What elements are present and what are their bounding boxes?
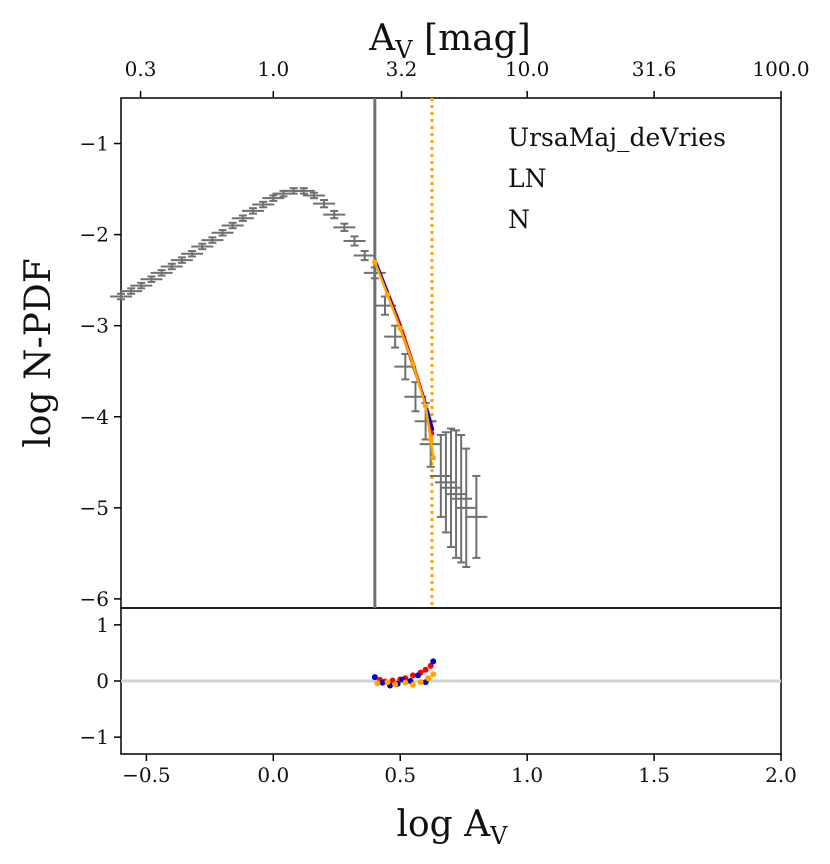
- top-tick-label: 31.6: [632, 57, 677, 81]
- errorbar-point: [302, 191, 325, 200]
- orange-data-point: [410, 361, 416, 367]
- errorbar-point: [140, 275, 163, 283]
- residual-point: [417, 679, 424, 686]
- errorbar-point: [445, 429, 468, 559]
- residual-point: [409, 672, 416, 679]
- errorbar-point: [231, 214, 254, 222]
- errorbar-point: [170, 256, 193, 264]
- orange-data-point: [422, 403, 429, 409]
- residual-point: [384, 679, 391, 686]
- residual-point: [425, 675, 432, 682]
- x-axis-title: log AV: [396, 804, 508, 850]
- residual-point: [415, 672, 421, 679]
- series-line-orange-data: [373, 261, 435, 458]
- errorbar-point: [201, 236, 224, 244]
- x-tick-label: 1.0: [511, 763, 543, 787]
- y-tick-label: −3: [80, 314, 109, 338]
- errorbar-point: [455, 447, 478, 569]
- residual-point: [402, 679, 409, 686]
- orange-data-point: [372, 259, 378, 265]
- errorbar-point: [242, 207, 264, 215]
- top-tick-label: 100.0: [752, 57, 809, 81]
- errorbar-point: [363, 266, 386, 280]
- errorbar-point: [434, 431, 457, 534]
- errorbar-point: [465, 474, 488, 559]
- x-tick-label: 0.5: [384, 763, 416, 787]
- y-tick-label: −5: [80, 496, 109, 520]
- errorbar-point: [221, 221, 244, 230]
- errorbar-point: [292, 187, 315, 195]
- errorbar-point: [130, 281, 153, 290]
- errorbar-point: [150, 269, 173, 277]
- residual-point: [374, 680, 381, 687]
- y-tick-label: −4: [80, 405, 109, 429]
- errorbar-point: [262, 194, 285, 202]
- orange-data-point: [384, 291, 391, 298]
- errorbar-point: [110, 292, 132, 301]
- residual-point: [430, 671, 437, 678]
- residual-point: [430, 658, 437, 665]
- x-tick-label: −0.5: [122, 763, 171, 787]
- residual-point: [409, 681, 416, 688]
- errorbar-point: [429, 433, 452, 518]
- orange-data-point: [427, 436, 434, 443]
- top-axis-title: AV [mag]: [368, 18, 531, 64]
- y-tick-label: −1: [80, 132, 109, 156]
- residual-point: [379, 679, 386, 686]
- legend-entry-dataset: UrsaMaj_deVries: [508, 123, 726, 152]
- legend-entry-ln: LN: [508, 164, 546, 193]
- top-tick-label: 1.0: [257, 57, 289, 81]
- top-tick-label: 3.2: [386, 57, 418, 81]
- residual-point: [422, 666, 429, 673]
- top-tick-label: 10.0: [505, 57, 550, 81]
- errorbar-point: [120, 287, 143, 295]
- orange-data-point: [397, 325, 404, 332]
- top-tick-label: 0.3: [125, 57, 157, 81]
- errorbar-point: [160, 262, 183, 271]
- errorbar-point: [181, 250, 204, 258]
- errorbar-point: [191, 242, 214, 251]
- errorbar-point: [343, 235, 366, 247]
- errorbar-point: [211, 229, 234, 237]
- errorbar-point: [450, 433, 473, 564]
- y-axis-title: log N-PDF: [18, 258, 59, 447]
- x-tick-label: 1.5: [638, 763, 670, 787]
- errorbar-point: [252, 200, 275, 209]
- residual-y-tick-label: 0: [96, 669, 109, 693]
- residual-y-tick-label: −1: [80, 725, 109, 749]
- residual-point: [427, 662, 434, 669]
- errorbar-point: [323, 209, 346, 220]
- errorbar-point: [440, 427, 462, 548]
- errorbar-point: [353, 250, 376, 262]
- y-tick-label: −2: [80, 223, 109, 247]
- orange-data-point: [430, 454, 437, 461]
- y-tick-label: −6: [80, 587, 109, 611]
- legend-entry-n: N: [508, 205, 530, 234]
- x-tick-label: 2.0: [765, 763, 797, 787]
- residual-point: [371, 674, 378, 681]
- errorbar-point: [313, 199, 336, 209]
- residual-y-tick-label: 1: [96, 613, 109, 637]
- residual-point: [392, 681, 399, 688]
- x-tick-label: 0.0: [257, 763, 289, 787]
- errorbar-point: [333, 222, 356, 232]
